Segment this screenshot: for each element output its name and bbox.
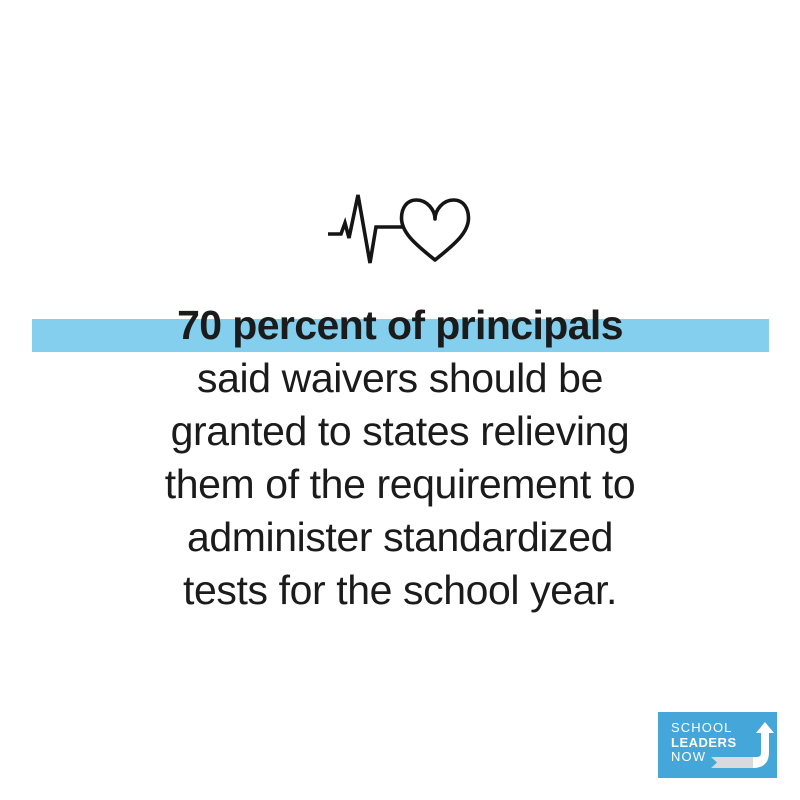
quote-headline: 70 percent of principals [177,302,623,348]
quote-line: said waivers should be [197,355,603,401]
arrow-ribbon-tail [711,757,753,768]
up-arrow [753,722,774,768]
school-leaders-now-logo: SCHOOL LEADERS NOW [658,712,777,778]
logo-text: SCHOOL LEADERS NOW [671,720,737,765]
quote-line: tests for the school year. [183,567,617,613]
quote-line: granted to states relieving [170,408,630,454]
ekg-line [328,194,403,264]
quote-text: 70 percent of principals said waivers sh… [0,299,800,617]
up-arrow-ribbon-icon [711,722,774,768]
logo-line-leaders: LEADERS [671,734,737,750]
quote-line: them of the requirement to [164,461,636,507]
logo-line-school: SCHOOL [671,720,733,735]
heartbeat-heart-icon [325,185,475,270]
quote-line: administer standardized [186,514,614,560]
highlight-bar [32,319,769,352]
heart-outline [399,198,471,262]
heartbeat-heart-svg [328,194,471,264]
logo-line-now: NOW [671,749,707,765]
